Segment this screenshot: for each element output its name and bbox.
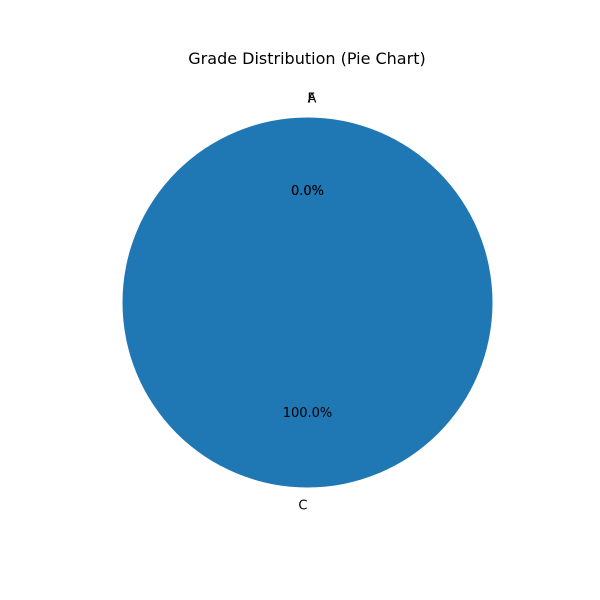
slice-percent-c: 100.0% — [283, 406, 333, 421]
slice-percent-f: 0.0% — [291, 184, 324, 199]
pie-slice-c — [122, 117, 493, 488]
slice-label-c: C — [298, 499, 307, 514]
slice-label-a: A — [308, 92, 317, 107]
slice-percent-a: 0.0% — [291, 184, 324, 199]
slice-label-f: F — [308, 92, 315, 107]
chart-title: Grade Distribution (Pie Chart) — [188, 49, 425, 68]
pie-slices — [122, 117, 493, 488]
